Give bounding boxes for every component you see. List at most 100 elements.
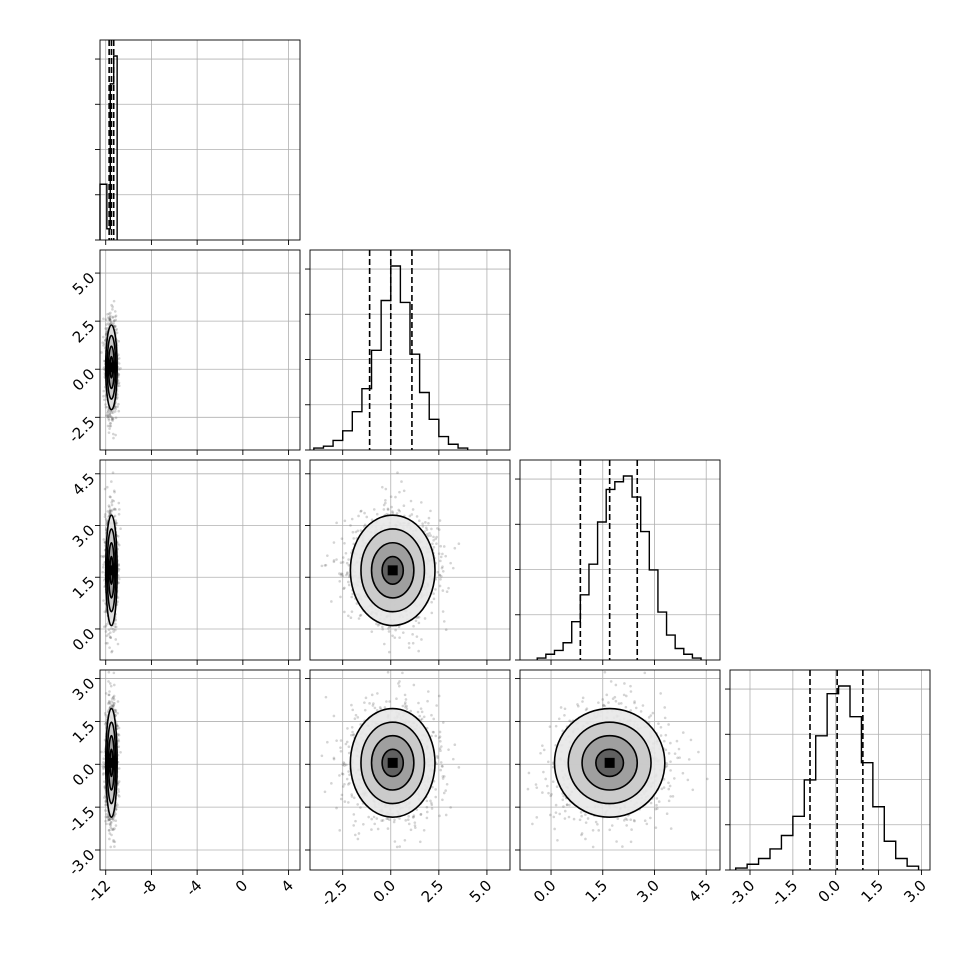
sample-point	[428, 532, 431, 535]
sample-point	[423, 617, 427, 620]
sample-point	[432, 539, 435, 542]
sample-point	[114, 819, 118, 822]
scatter-layer	[320, 471, 461, 654]
y-tick-label: 5.0	[69, 269, 99, 299]
sample-point	[114, 433, 117, 437]
sample-point	[398, 490, 401, 494]
sample-point	[108, 414, 112, 417]
sample-point	[440, 566, 444, 570]
sample-point	[343, 610, 346, 614]
sample-point	[110, 627, 113, 630]
sample-point	[439, 555, 443, 559]
sample-point	[427, 521, 430, 525]
sample-point	[332, 541, 336, 544]
sample-point	[112, 499, 115, 503]
sample-point	[407, 641, 411, 645]
sample-point	[114, 710, 117, 714]
sample-point	[435, 542, 438, 545]
scatter-layer	[100, 299, 122, 440]
sample-point	[391, 511, 395, 515]
sample-point	[104, 692, 108, 695]
sample-point	[113, 507, 116, 511]
sample-point	[105, 414, 108, 417]
sample-point	[347, 563, 351, 567]
sample-point	[104, 624, 108, 628]
sample-point	[104, 815, 108, 819]
sample-point	[104, 327, 108, 330]
sample-point	[112, 701, 115, 705]
sample-point	[107, 633, 110, 636]
sample-point	[102, 761, 105, 764]
sample-point	[432, 535, 435, 539]
sample-point	[115, 521, 119, 525]
sample-point	[116, 724, 119, 728]
sample-point	[429, 534, 432, 537]
sample-point	[108, 508, 112, 511]
sample-point	[394, 495, 397, 499]
sample-point	[343, 541, 346, 545]
sample-point	[427, 516, 431, 520]
sample-point	[408, 514, 412, 518]
panel-frame	[99, 39, 301, 241]
sample-point	[114, 708, 118, 712]
sample-point	[421, 522, 424, 526]
sample-point	[350, 517, 354, 521]
sample-point	[384, 487, 388, 491]
sample-point	[359, 529, 363, 532]
sample-point	[102, 773, 105, 776]
sample-point	[109, 422, 113, 425]
sample-point	[445, 590, 449, 594]
sample-point	[110, 480, 113, 483]
sample-point	[102, 359, 106, 363]
sample-point	[109, 311, 112, 315]
y-tick-label: 2.5	[69, 317, 99, 347]
sample-point	[106, 424, 110, 428]
sample-point	[347, 614, 350, 618]
sample-point	[101, 341, 104, 344]
sample-point	[114, 519, 118, 522]
sample-point	[108, 511, 111, 515]
sample-point	[320, 564, 324, 568]
sample-point	[117, 563, 121, 567]
sample-point	[108, 635, 112, 638]
sample-point	[116, 396, 119, 399]
panel-frame	[309, 249, 511, 451]
sample-point	[102, 563, 106, 566]
sample-point	[429, 509, 432, 513]
panel-0-0	[95, 39, 301, 245]
sample-point	[105, 327, 109, 330]
sample-point	[104, 318, 108, 321]
sample-point	[109, 320, 113, 324]
sample-point	[110, 704, 114, 708]
sample-point	[117, 512, 121, 516]
sample-point	[113, 319, 116, 323]
sample-point	[109, 424, 113, 428]
sample-point	[110, 700, 114, 703]
sample-point	[350, 610, 354, 613]
sample-point	[106, 510, 110, 513]
sample-point	[424, 526, 428, 530]
contour-line	[349, 514, 436, 627]
contour-line	[381, 555, 405, 585]
sample-point	[441, 570, 445, 573]
sample-point	[449, 561, 452, 565]
sample-point	[117, 368, 121, 371]
panel-2-1	[305, 459, 511, 665]
sample-point	[110, 415, 113, 419]
sample-point	[359, 613, 363, 617]
sample-point	[407, 646, 411, 649]
sample-point	[114, 314, 118, 318]
sample-point	[111, 499, 114, 502]
sample-point	[103, 487, 107, 491]
sample-point	[338, 579, 342, 583]
sample-point	[117, 373, 121, 376]
contour-line	[104, 514, 118, 627]
sample-point	[117, 382, 120, 386]
sample-point	[395, 512, 399, 515]
sample-point	[106, 641, 109, 645]
sample-point	[106, 322, 110, 325]
sample-point	[435, 535, 438, 539]
sample-point	[113, 840, 117, 844]
sample-point	[360, 509, 363, 513]
